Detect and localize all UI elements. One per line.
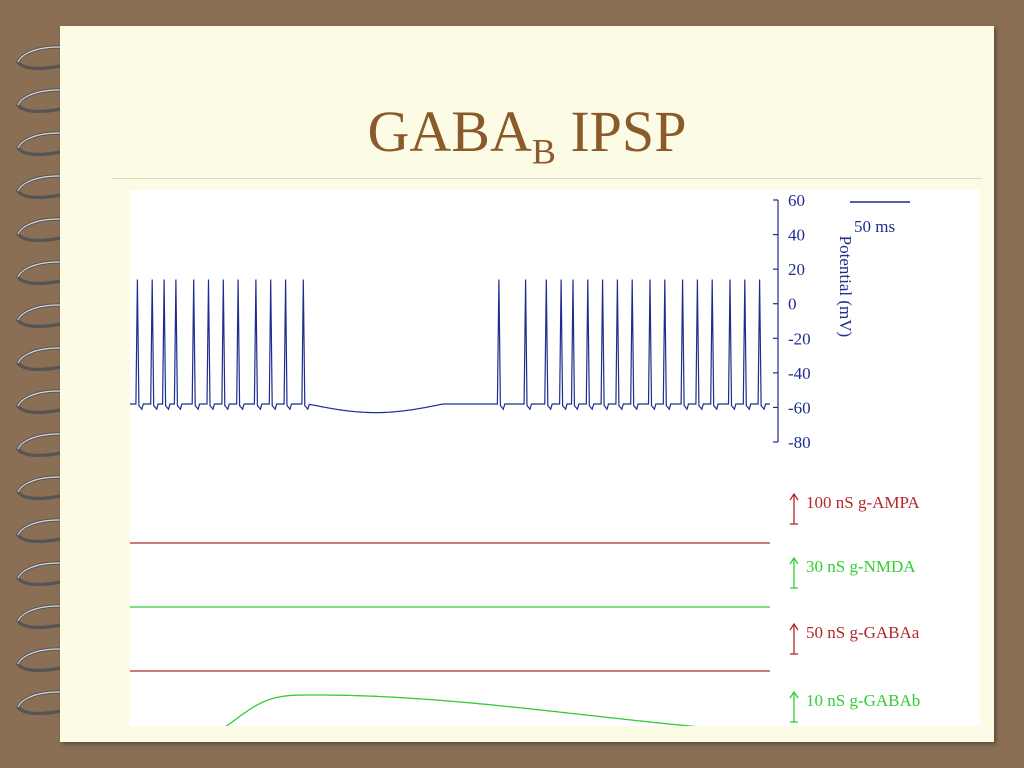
y-axis-label: Potential (mV) <box>836 236 855 338</box>
y-tick-label: 20 <box>788 260 805 279</box>
y-tick-label: -60 <box>788 398 811 417</box>
title-divider <box>112 178 982 179</box>
slide-page: GABAB IPSP 60 40 20 0 -20 -40 -60 -80 Potential … <box>60 26 994 742</box>
title-tail: IPSP <box>555 99 687 164</box>
y-tick-label: 40 <box>788 226 805 245</box>
y-tick-label: -40 <box>788 364 811 383</box>
conductance-label: 10 nS g-GABAb <box>806 691 920 710</box>
title-main: GABA <box>367 99 532 164</box>
conductance-label: 50 nS g-GABAa <box>806 623 920 642</box>
y-tick-label: -20 <box>788 329 811 348</box>
y-tick-label: 60 <box>788 191 805 210</box>
title-subscript: B <box>531 131 556 172</box>
time-scale-label: 50 ms <box>854 217 895 236</box>
conductance-label: 30 nS g-NMDA <box>806 557 916 576</box>
slide-title: GABAB IPSP <box>60 98 994 173</box>
y-tick-label: -80 <box>788 433 811 452</box>
conductance-label: 100 nS g-AMPA <box>806 493 920 512</box>
plot-area: 60 40 20 0 -20 -40 -60 -80 Potential (mV) 50 ms … <box>130 190 980 736</box>
y-tick-label: 0 <box>788 295 797 314</box>
voltage-trace <box>130 279 770 414</box>
conductance-trace <box>130 694 771 736</box>
